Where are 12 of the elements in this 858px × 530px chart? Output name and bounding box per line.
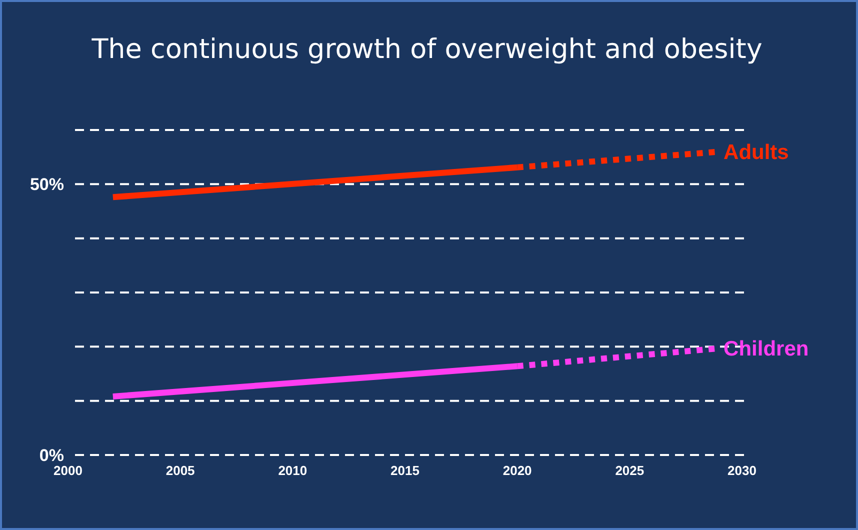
- x-tick-label: 2015: [390, 463, 420, 478]
- y-tick-label: 50%: [30, 175, 64, 194]
- x-tick-label: 2030: [728, 463, 756, 478]
- chart-title: The continuous growth of overweight and obesity: [90, 34, 762, 65]
- y-tick-label: 0%: [39, 446, 64, 465]
- x-tick-label: 2000: [54, 463, 82, 478]
- series-label: Adults: [724, 141, 789, 164]
- series-label: Children: [724, 338, 809, 361]
- x-tick-label: 2020: [502, 463, 532, 478]
- x-tick-label: 2025: [615, 463, 644, 478]
- x-tick-label: 2005: [166, 463, 195, 478]
- x-tick-label: 2010: [278, 463, 308, 478]
